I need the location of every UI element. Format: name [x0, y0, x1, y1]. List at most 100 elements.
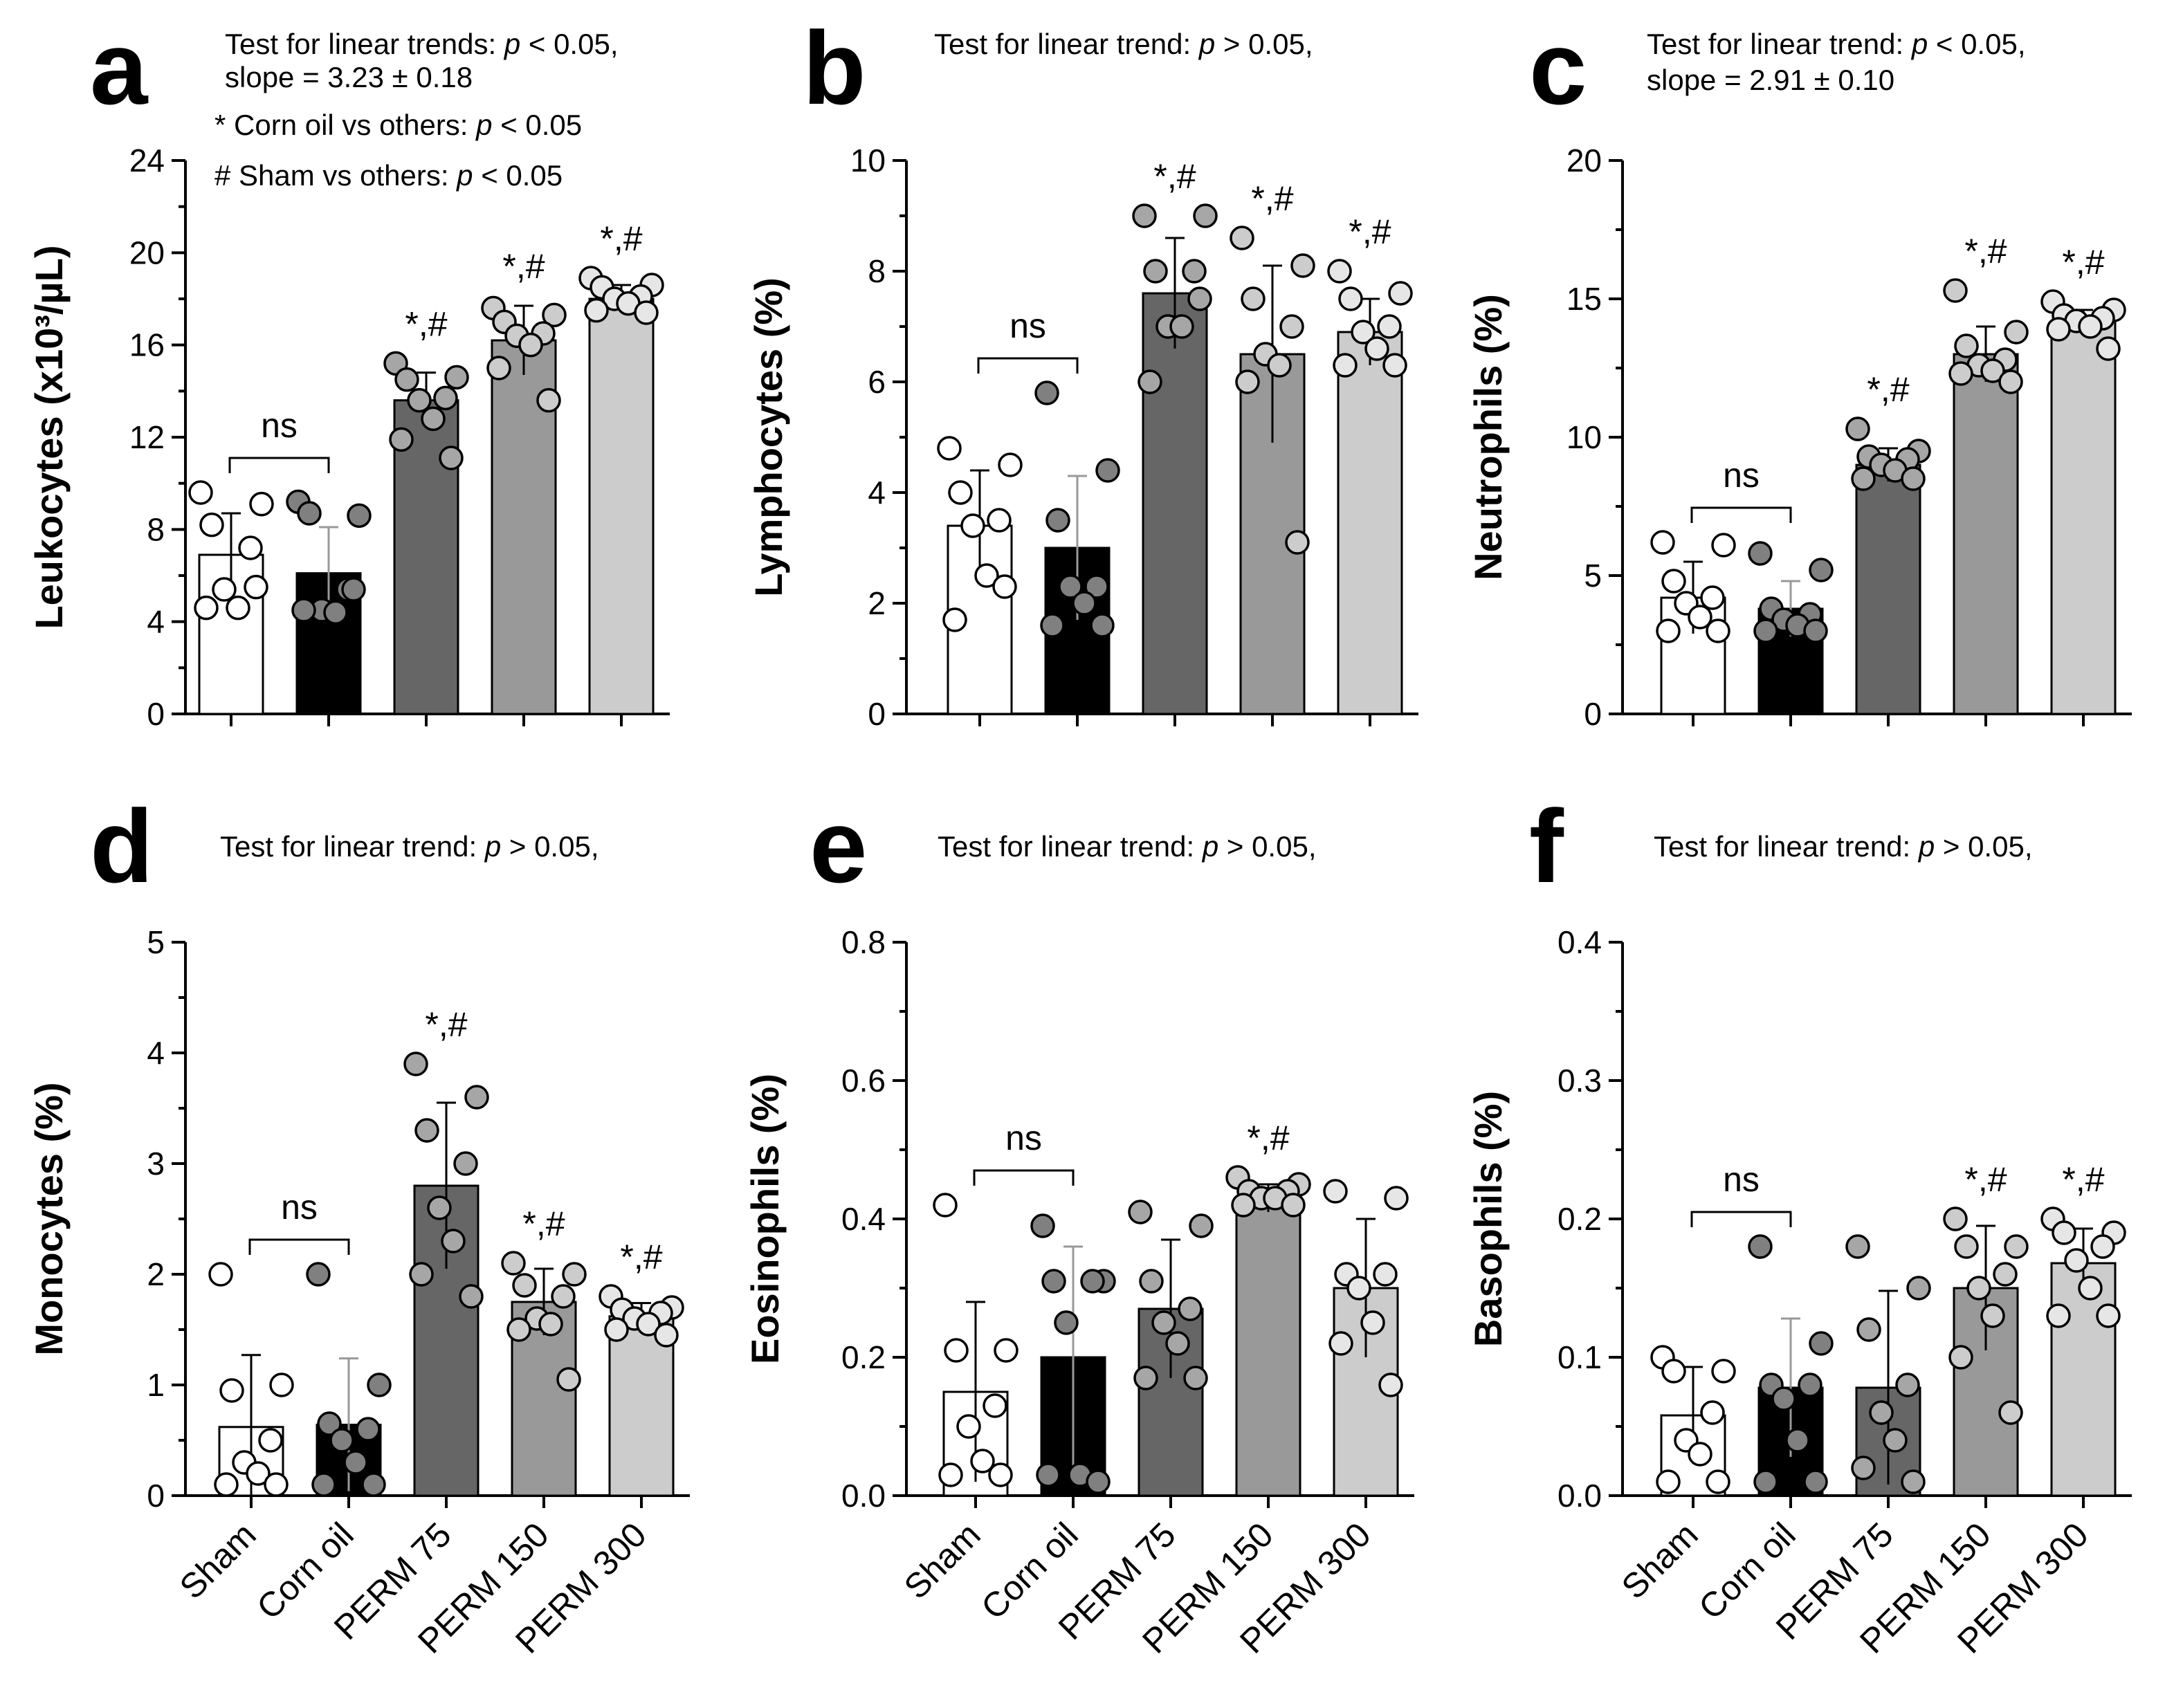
- bar: [1855, 463, 1921, 715]
- annotation: slope = 3.23 ± 0.18: [225, 61, 473, 93]
- data-point: [464, 1085, 489, 1110]
- ns-bracket: [1690, 1211, 1792, 1227]
- y-tick-label: 1: [147, 1367, 165, 1403]
- data-point: [341, 577, 366, 602]
- y-axis: 0.0 0.2 0.4 0.6 0.8: [841, 924, 908, 1514]
- data-point: [654, 1323, 679, 1348]
- data-point: [1230, 226, 1254, 250]
- data-point: [2064, 1248, 2089, 1273]
- y-tick-label: 8: [147, 511, 165, 547]
- data-point: [1803, 618, 1828, 643]
- data-point: [1943, 1206, 1968, 1231]
- data-point: [1650, 530, 1675, 555]
- data-point: [956, 1414, 981, 1439]
- panel-letter: e: [810, 788, 867, 904]
- data-point: [1034, 380, 1059, 405]
- data-point: [1851, 1456, 1876, 1480]
- data-point: [983, 1393, 1007, 1418]
- data-point: [317, 1411, 342, 1436]
- data-point: [414, 1118, 439, 1143]
- y-axis-label: Lymphocytes (%): [747, 277, 790, 597]
- bar: [588, 297, 655, 715]
- data-point: [1700, 585, 1725, 610]
- annotation: Test for linear trend: p > 0.05,: [1654, 830, 2032, 863]
- y-axis-label: Basophils (%): [1466, 1091, 1510, 1347]
- data-point: [1165, 1331, 1190, 1356]
- data-point: [453, 1151, 478, 1176]
- data-point: [1706, 618, 1730, 643]
- data-point: [1901, 466, 1926, 491]
- data-point: [518, 332, 543, 358]
- ns-bracket: [248, 1238, 350, 1255]
- data-point: [998, 452, 1023, 477]
- data-point: [937, 436, 962, 461]
- data-point: [987, 508, 1012, 533]
- significance-label: *,#: [600, 219, 642, 258]
- y-tick-label: 12: [129, 419, 165, 455]
- y-axis-label: Eosinophils (%): [743, 1074, 787, 1364]
- data-point: [584, 297, 609, 323]
- data-point: [1241, 286, 1266, 311]
- data-point: [2078, 314, 2103, 339]
- ns-bracket: [1690, 506, 1792, 523]
- data-point: [194, 595, 219, 621]
- data-point: [1966, 1276, 1991, 1301]
- data-point: [1700, 1400, 1725, 1425]
- data-point: [1169, 314, 1194, 339]
- data-point: [306, 1262, 331, 1287]
- data-point: [1364, 336, 1389, 361]
- data-point: [486, 356, 511, 380]
- data-point: [444, 365, 469, 390]
- data-point: [1290, 253, 1315, 278]
- data-point: [1285, 530, 1310, 555]
- significance-label: *,#: [425, 1005, 467, 1044]
- data-point: [1954, 1234, 1979, 1259]
- ns-label: ns: [281, 1188, 318, 1227]
- y-axis-label: Leukocytes (x10³/µL): [27, 245, 71, 629]
- data-point: [1895, 1372, 1920, 1397]
- y-tick-label: 6: [868, 364, 886, 400]
- data-point: [604, 1317, 629, 1342]
- data-point: [1711, 533, 1736, 558]
- data-point: [421, 406, 446, 432]
- y-tick-label: 0.6: [841, 1063, 886, 1099]
- data-point: [1998, 1400, 2023, 1425]
- significance-label: *,#: [1867, 370, 1909, 409]
- data-point: [1138, 369, 1162, 394]
- data-point: [1351, 320, 1376, 345]
- ns-label: ns: [1010, 306, 1046, 345]
- data-point: [1178, 1296, 1203, 1321]
- panel-d: d Test for linear trend: p > 0.05, 0 1 2 3 4 5 M…: [27, 788, 690, 1661]
- data-point: [1382, 353, 1407, 378]
- data-point: [1139, 1269, 1164, 1294]
- bar: [1142, 292, 1208, 715]
- data-point: [1948, 361, 1973, 386]
- data-point: [938, 1462, 963, 1487]
- y-tick-label: 0.0: [1557, 1478, 1602, 1514]
- data-point: [394, 367, 419, 392]
- ns-bracket: [977, 357, 1079, 374]
- panel-letter: c: [1529, 10, 1587, 126]
- data-point: [2090, 1234, 2115, 1259]
- y-tick-label: 0: [1584, 696, 1602, 732]
- data-point: [439, 446, 464, 470]
- data-point: [356, 1417, 381, 1442]
- data-point: [1753, 618, 1778, 643]
- data-point: [512, 1273, 537, 1298]
- data-point: [1235, 369, 1260, 394]
- y-axis-label: Neutrophils (%): [1466, 294, 1510, 580]
- significance-label: *,#: [1964, 1160, 2007, 1199]
- y-tick-label: 0.0: [841, 1478, 886, 1514]
- data-point: [1803, 1469, 1828, 1494]
- data-point: [556, 1367, 581, 1392]
- data-point: [367, 1372, 392, 1397]
- panel-letter: a: [90, 10, 149, 126]
- y-tick-label: 20: [1566, 143, 1602, 178]
- data-point: [1706, 1469, 1730, 1494]
- y-tick-label: 0.2: [1557, 1201, 1602, 1237]
- data-point: [542, 302, 567, 328]
- annotation: Test for linear trend: p < 0.05,: [1647, 28, 2025, 60]
- data-point: [1267, 353, 1292, 378]
- data-point: [2096, 1303, 2121, 1328]
